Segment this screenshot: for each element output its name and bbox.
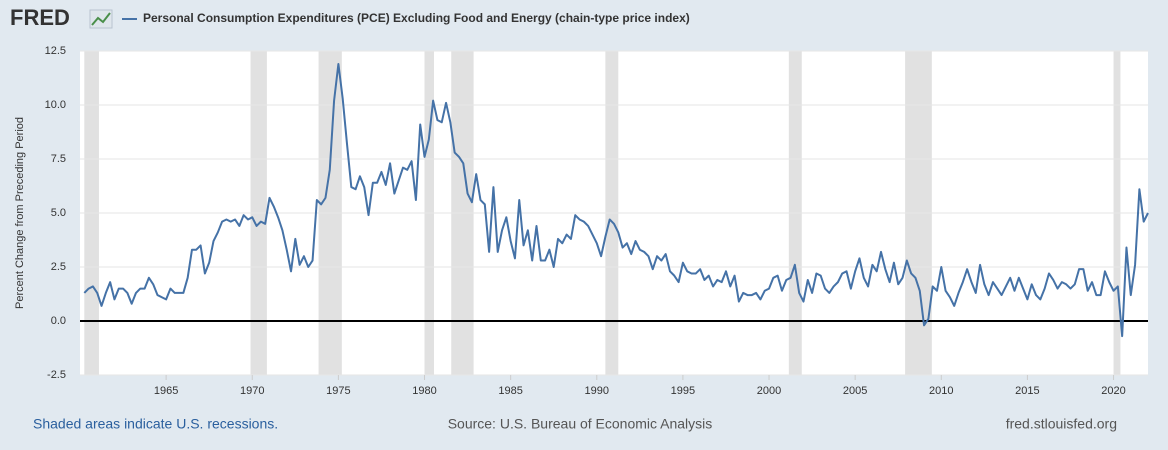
series-line [83, 62, 1149, 338]
recession-note[interactable]: Shaded areas indicate U.S. recessions. [33, 416, 278, 432]
source: Source: U.S. Bureau of Economic Analysis [448, 416, 713, 432]
brand-logo: FRED [10, 5, 70, 30]
y-tick-label: -2.5 [47, 369, 66, 381]
x-tick-label: 1995 [671, 385, 695, 397]
y-axis-label: Percent Change from Preceding Period [14, 117, 26, 309]
x-tick-label: 1985 [498, 385, 522, 397]
y-tick-label: 0.0 [51, 315, 66, 327]
x-tick-label: 2005 [843, 385, 867, 397]
x-tick-label: 2020 [1101, 385, 1125, 397]
x-tick-label: 1980 [412, 385, 436, 397]
x-tick-label: 2015 [1015, 385, 1039, 397]
x-tick-label: 2010 [929, 385, 953, 397]
logo-icon [89, 9, 113, 29]
y-tick-label: 7.5 [51, 153, 66, 165]
x-tick-label: 2000 [757, 385, 781, 397]
x-tick-label: 1965 [154, 385, 178, 397]
y-tick-label: 12.5 [45, 45, 66, 57]
legend-label: Personal Consumption Expenditures (PCE) … [143, 11, 690, 25]
y-tick-label: 5.0 [51, 207, 66, 219]
y-tick-label: 10.0 [45, 99, 66, 111]
y-tick-label: 2.5 [51, 261, 66, 273]
site-link[interactable]: fred.stlouisfed.org [1006, 416, 1117, 432]
x-tick-label: 1970 [240, 385, 264, 397]
x-tick-label: 1975 [326, 385, 350, 397]
x-tick-label: 1990 [585, 385, 609, 397]
